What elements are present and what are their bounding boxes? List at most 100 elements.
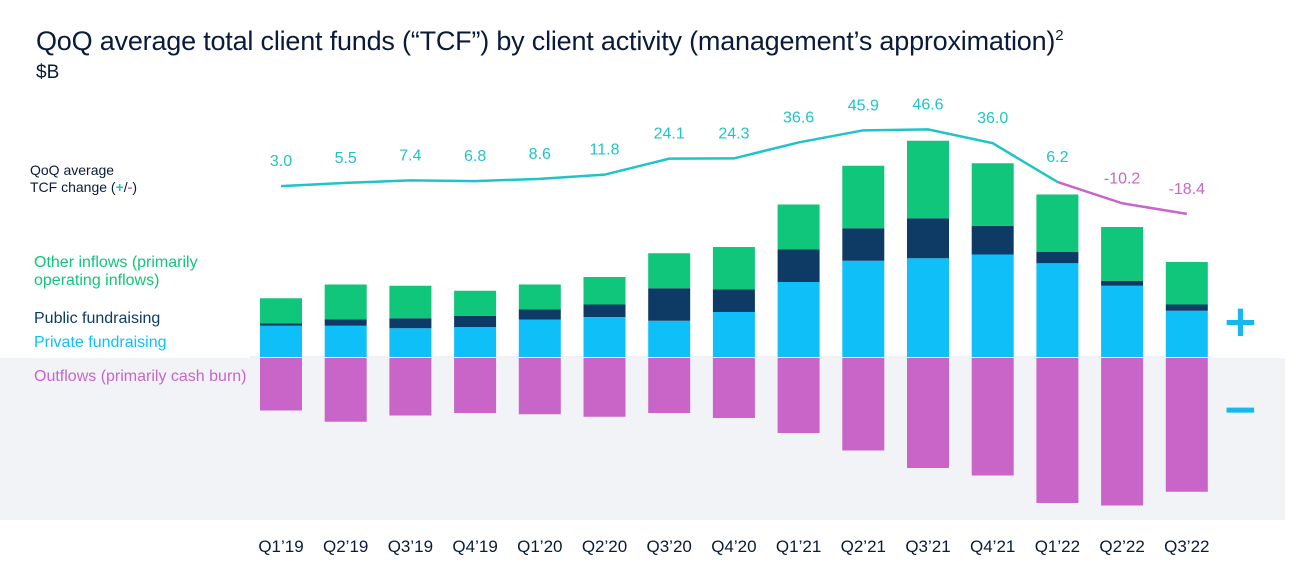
bar-private-fundraising <box>777 282 820 357</box>
bar-private-fundraising <box>260 325 302 357</box>
bar-outflows <box>324 358 367 422</box>
x-tick-label: Q3’21 <box>905 537 950 556</box>
tcf-data-label: 24.1 <box>654 126 685 143</box>
bar-private-fundraising <box>971 254 1014 357</box>
bar-other-inflows <box>1036 194 1079 252</box>
bar-other-inflows <box>907 140 949 219</box>
bar-outflows <box>454 358 497 413</box>
x-tick-label: Q1’19 <box>258 537 303 556</box>
bar-other-inflows <box>712 247 755 290</box>
bar-public-fundraising <box>518 309 561 320</box>
bar-outflows <box>648 358 691 413</box>
legend-other-inflows: Other inflows (primarily operating inflo… <box>34 254 198 289</box>
bar-public-fundraising <box>907 218 949 259</box>
bar-outflows <box>389 358 432 416</box>
x-tick-label: Q1’22 <box>1035 537 1080 556</box>
bar-other-inflows <box>454 290 497 316</box>
legend-private-fundraising: Private fundraising <box>34 334 167 351</box>
bar-other-inflows <box>648 253 691 289</box>
tcf-data-label: 6.8 <box>464 148 486 165</box>
x-tick-label: Q2’21 <box>841 537 886 556</box>
bar-outflows <box>1165 358 1208 492</box>
tcf-data-label: 24.3 <box>718 125 749 142</box>
tcf-data-label: 36.0 <box>977 110 1008 127</box>
bar-other-inflows <box>389 285 432 319</box>
tcf-data-label: 36.6 <box>783 109 814 126</box>
bar-public-fundraising <box>1101 280 1144 286</box>
bar-public-fundraising <box>583 304 626 317</box>
bar-private-fundraising <box>583 317 626 357</box>
bar-outflows <box>260 358 302 411</box>
x-tick-label: Q3’19 <box>388 537 433 556</box>
bar-other-inflows <box>1101 227 1144 281</box>
minus-sign-icon: − <box>1222 384 1259 435</box>
x-tick-label: Q4’20 <box>711 537 756 556</box>
bar-outflows <box>712 358 755 418</box>
bar-private-fundraising <box>1101 285 1144 357</box>
chart-title: QoQ average total client funds (“TCF”) b… <box>36 26 1064 56</box>
bar-outflows <box>518 358 561 415</box>
bar-other-inflows <box>777 204 820 250</box>
tcf-data-label: 8.6 <box>529 146 551 163</box>
plus-sign-icon: + <box>1222 296 1259 347</box>
bar-public-fundraising <box>712 289 755 312</box>
bar-outflows <box>907 358 949 468</box>
tcf-line-negative <box>1057 180 1188 216</box>
bar-private-fundraising <box>1036 263 1079 357</box>
x-tick-label: Q4’19 <box>452 537 497 556</box>
tcf-data-label: 7.4 <box>399 147 421 164</box>
bar-public-fundraising <box>971 225 1014 255</box>
bar-outflows <box>777 358 820 433</box>
tcf-data-label: 5.5 <box>335 150 357 167</box>
tcf-data-label: -18.4 <box>1169 181 1206 198</box>
x-tick-label: Q3’20 <box>647 537 692 556</box>
x-tick-label: Q3’22 <box>1164 537 1209 556</box>
tcf-line-positive <box>280 128 1059 188</box>
bar-public-fundraising <box>260 323 302 326</box>
bar-private-fundraising <box>454 327 497 357</box>
tcf-data-label: 45.9 <box>848 97 879 114</box>
legend-outflows: Outflows (primarily cash burn) <box>34 368 247 385</box>
bar-other-inflows <box>971 163 1014 226</box>
bar-private-fundraising <box>1165 310 1208 357</box>
x-tick-label: Q1’21 <box>776 537 821 556</box>
bar-public-fundraising <box>648 288 691 321</box>
x-tick-label: Q2’19 <box>323 537 368 556</box>
bar-public-fundraising <box>389 318 432 329</box>
bar-public-fundraising <box>324 319 367 326</box>
chart-subtitle: $B <box>36 62 60 83</box>
x-tick-label: Q1’20 <box>517 537 562 556</box>
bar-private-fundraising <box>648 320 691 357</box>
legend-public-fundraising: Public fundraising <box>34 310 161 327</box>
tcf-data-label: 6.2 <box>1046 149 1068 166</box>
bar-outflows <box>971 358 1014 476</box>
tcf-data-label: 46.6 <box>912 96 943 113</box>
bar-public-fundraising <box>842 228 885 261</box>
bar-public-fundraising <box>1165 304 1208 311</box>
bar-outflows <box>1036 358 1079 503</box>
bar-public-fundraising <box>777 249 820 282</box>
bar-private-fundraising <box>518 319 561 357</box>
tcf-data-label: 11.8 <box>590 142 620 159</box>
bar-outflows <box>842 358 885 451</box>
x-tick-label: Q2’20 <box>582 537 627 556</box>
bar-other-inflows <box>842 165 885 229</box>
bar-other-inflows <box>260 298 302 324</box>
bar-outflows <box>583 358 626 417</box>
bar-private-fundraising <box>324 325 367 357</box>
bar-private-fundraising <box>907 258 949 357</box>
tcf-data-label: -10.2 <box>1104 170 1141 187</box>
bar-public-fundraising <box>1036 252 1079 264</box>
x-tick-label: Q4’21 <box>970 537 1015 556</box>
bar-public-fundraising <box>454 315 497 327</box>
tcf-change-label: QoQ average TCF change (+/-) <box>30 162 138 195</box>
x-tick-label: Q2’22 <box>1099 537 1144 556</box>
bar-private-fundraising <box>842 260 885 357</box>
bar-private-fundraising <box>712 312 755 357</box>
bar-outflows <box>1101 358 1144 506</box>
tcf-data-label: 3.0 <box>270 153 292 170</box>
bar-private-fundraising <box>389 328 432 357</box>
bar-other-inflows <box>1165 262 1208 305</box>
bar-other-inflows <box>518 284 561 310</box>
